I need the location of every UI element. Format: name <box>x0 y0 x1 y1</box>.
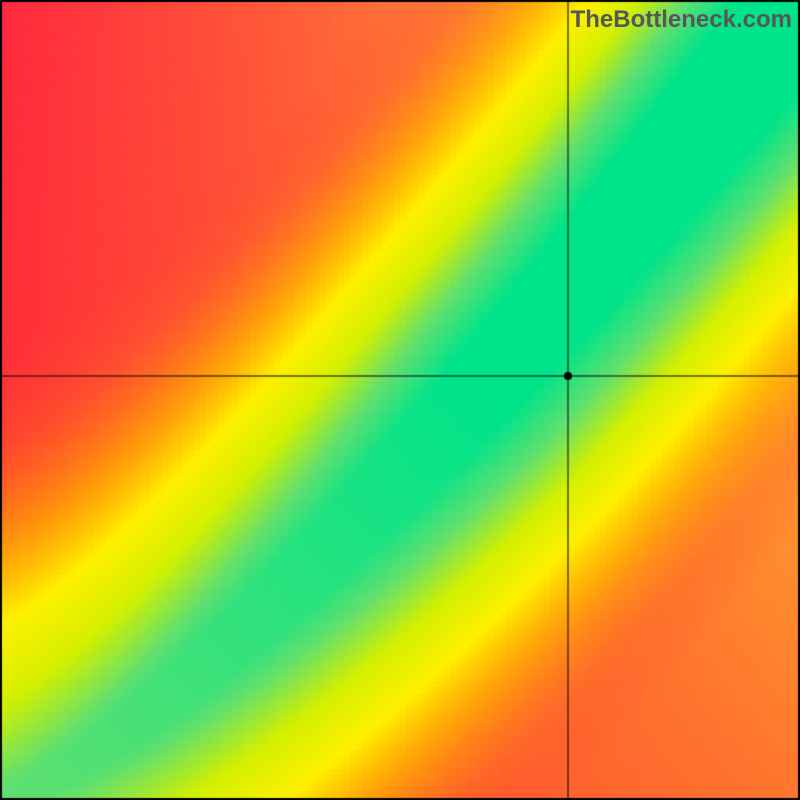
chart-container: TheBottleneck.com <box>0 0 800 800</box>
bottleneck-heatmap <box>0 0 800 800</box>
watermark-text: TheBottleneck.com <box>571 6 792 34</box>
